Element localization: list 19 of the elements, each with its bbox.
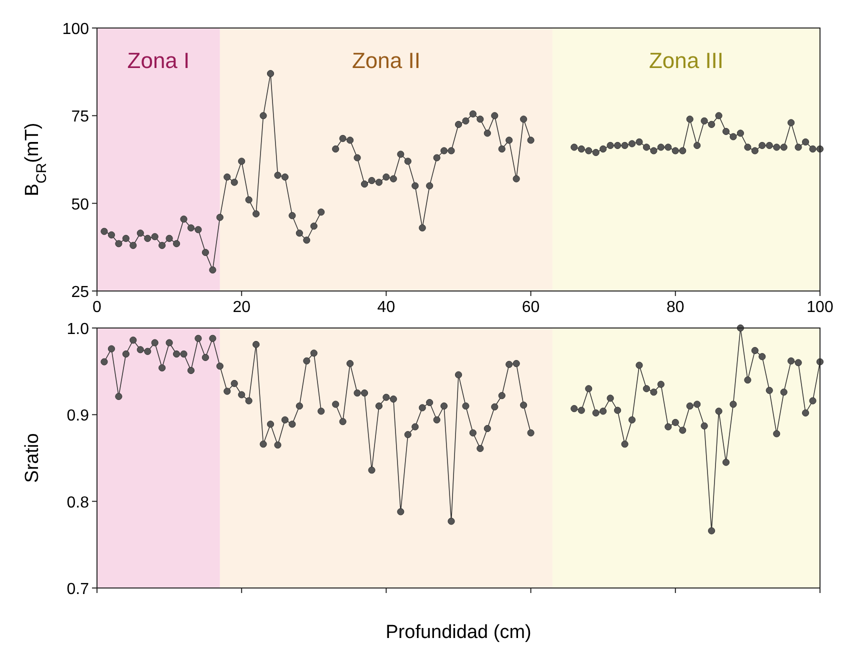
- y-tick-label: 75: [71, 108, 90, 126]
- y-tick-label: 1.0: [66, 321, 90, 338]
- x-tick-label: 100: [806, 299, 834, 316]
- y-tick-label: 0.8: [66, 494, 90, 512]
- y-axis-title: Sratio: [22, 433, 43, 483]
- y-tick-label: 0.7: [66, 581, 90, 598]
- band-label: Zona II: [352, 48, 420, 73]
- y-tick-label: 0.9: [66, 408, 90, 425]
- x-tick-label: 80: [666, 299, 684, 316]
- band-label: Zona I: [127, 48, 190, 73]
- x-tick-label: 60: [522, 299, 540, 316]
- y-tick-label: 100: [62, 21, 90, 38]
- x-axis-title: Profundidad (cm): [386, 622, 532, 643]
- x-tick-label: 20: [232, 299, 251, 316]
- band-label: Zona III: [648, 48, 724, 73]
- x-tick-label: 0: [92, 299, 102, 316]
- x-tick-label: 40: [377, 299, 396, 316]
- y-tick-label: 25: [71, 284, 90, 301]
- y-tick-label: 50: [71, 196, 90, 214]
